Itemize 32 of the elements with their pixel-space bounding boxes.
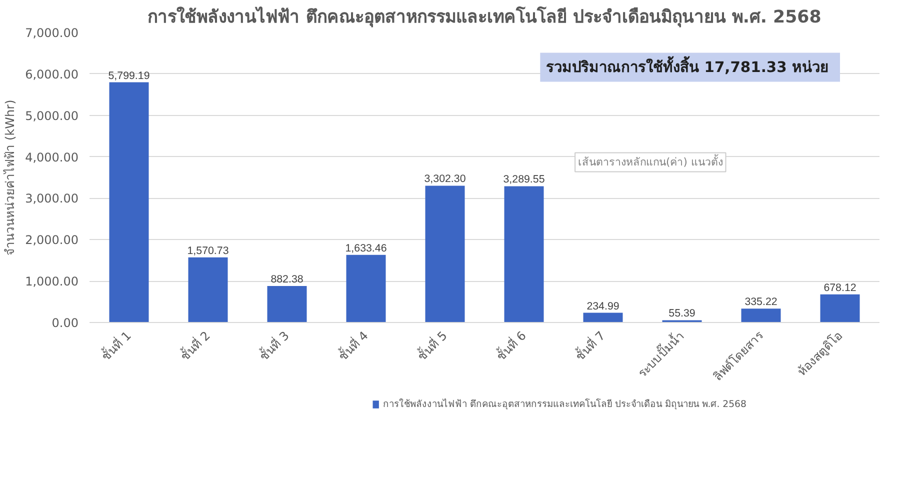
- bar: [504, 186, 544, 322]
- data-label: 882.38: [270, 273, 304, 286]
- y-tick-label: 6,000.00: [25, 67, 78, 82]
- y-tick-label: 2,000.00: [25, 233, 78, 248]
- y-tick-label: 1,000.00: [25, 274, 78, 289]
- annotation: รวมปริมาณการใช้ทั้งสิ้น 17,781.33 หน่วย: [546, 56, 829, 76]
- legend-label: การใช้พลังงานไฟฟ้า ตึกคณะอุตสาหกรรมและเทคโนโลยี ประจำเดือน มิถุนายน พ.ศ. 2568: [382, 398, 746, 410]
- y-tick-label: 4,000.00: [25, 150, 78, 164]
- data-label: 678.12: [824, 282, 856, 294]
- y-tick-label: 3,000.00: [25, 192, 78, 206]
- bar: [267, 286, 307, 322]
- y-axis-title: จำนวนหน่วยค่าไฟฟ้า (kWhr): [3, 100, 18, 256]
- bar: [741, 308, 781, 322]
- bar: [583, 312, 623, 322]
- data-label: 335.22: [744, 296, 778, 308]
- bar: [109, 82, 149, 322]
- data-label: 3,289.55: [503, 174, 545, 186]
- chart-title: การใช้พลังงานไฟฟ้า ตึกคณะอุตสาหกรรมและเทคโนโลยี ประจำเดือนมิถุนายน พ.ศ. 2568: [148, 6, 822, 28]
- bar: [346, 254, 386, 322]
- data-label: 234.99: [586, 300, 620, 312]
- y-tick-label: 7,000.00: [25, 26, 78, 40]
- bar: [425, 186, 465, 322]
- data-label: 5,799.19: [108, 70, 150, 82]
- annotation: เส้นตารางหลักแกน(ค่า) แนวตั้ง: [578, 154, 723, 169]
- y-tick-label: 5,000.00: [25, 108, 78, 123]
- bar: [820, 294, 860, 322]
- data-label: 1,633.46: [345, 242, 387, 254]
- bar: [188, 257, 228, 322]
- data-label: 55.39: [668, 308, 696, 320]
- y-tick-label: 0.00: [52, 316, 78, 330]
- data-label: 3,302.30: [424, 173, 466, 186]
- data-label: 1,570.73: [187, 244, 229, 257]
